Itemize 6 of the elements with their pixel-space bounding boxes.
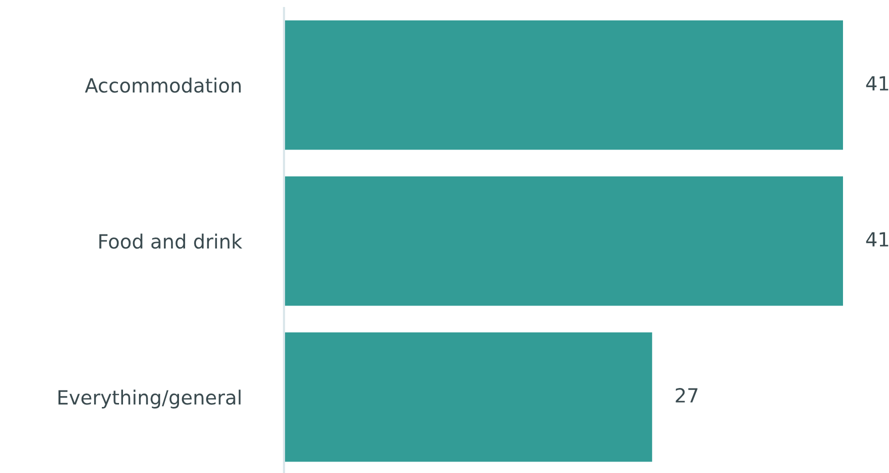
data-label: 41 (866, 232, 888, 246)
y-tick-label: Accommodation (84, 78, 241, 93)
data-label: 41 (866, 76, 888, 90)
y-tick-label: Food and drink (99, 234, 242, 249)
data-label: 27 (676, 388, 698, 402)
y-tick-label: Everything/general (58, 390, 241, 408)
